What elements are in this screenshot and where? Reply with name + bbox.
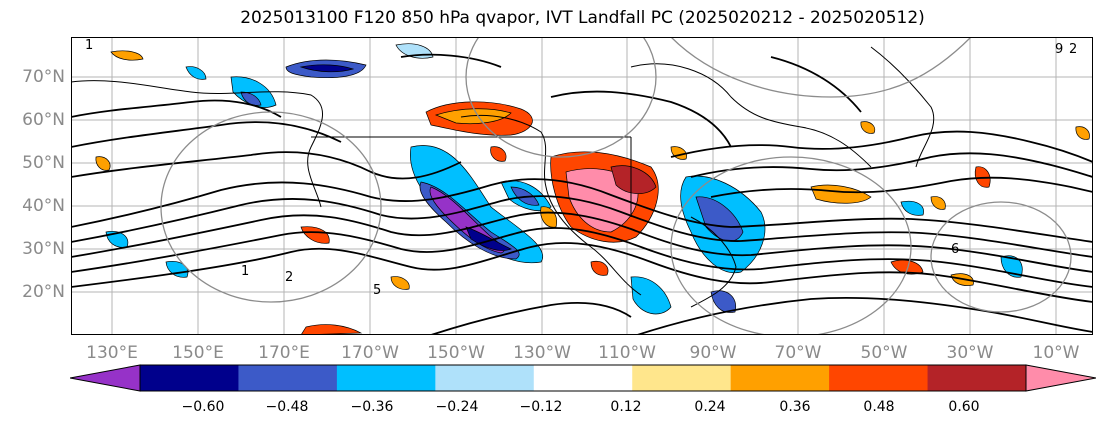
colorbar-tick: 0.12 bbox=[610, 399, 642, 415]
lon-label-150e: 150°E bbox=[172, 343, 224, 363]
lon-label-170w: 170°W bbox=[341, 343, 399, 363]
colorbar-segment bbox=[336, 365, 436, 391]
colorbar-tick: 0.60 bbox=[948, 399, 980, 415]
coastlines bbox=[71, 46, 935, 308]
lat-label-30n: 30°N bbox=[22, 239, 65, 259]
colorbar-tick: 0.24 bbox=[694, 399, 726, 415]
contour-label: 2 bbox=[285, 270, 293, 285]
colorbar-segment bbox=[632, 365, 732, 391]
lat-label-50n: 50°N bbox=[22, 153, 65, 173]
colorbar-extend-min bbox=[70, 364, 141, 392]
lon-label-130w: 130°W bbox=[513, 343, 571, 363]
lon-label-50w: 50°W bbox=[860, 343, 908, 363]
contour-label: 1 bbox=[241, 264, 249, 279]
lon-label-90w: 90°W bbox=[689, 343, 737, 363]
lat-label-40n: 40°N bbox=[22, 196, 65, 216]
colorbar-tick: −0.60 bbox=[181, 399, 225, 415]
contour-label: 5 bbox=[373, 283, 381, 298]
contour-label-group: 1 1 2 5 6 9 2 bbox=[85, 38, 1077, 298]
colorbar bbox=[70, 364, 1096, 392]
lon-label-150w: 150°W bbox=[427, 343, 485, 363]
colorbar-segment bbox=[140, 365, 239, 391]
colorbar-tick: −0.24 bbox=[435, 399, 479, 415]
colorbar-outline bbox=[139, 364, 1027, 392]
colorbar-segment bbox=[829, 365, 929, 391]
contour-label: 1 bbox=[85, 38, 93, 53]
contour-label: 2 bbox=[1069, 42, 1077, 57]
lat-label-70n: 70°N bbox=[22, 67, 65, 87]
lat-label-60n: 60°N bbox=[22, 110, 65, 130]
contour-label: 9 bbox=[1055, 42, 1063, 57]
colorbar-tick: −0.48 bbox=[265, 399, 309, 415]
lon-label-10w: 10°W bbox=[1032, 343, 1080, 363]
lon-label-130e: 130°E bbox=[86, 343, 138, 363]
lon-label-170e: 170°E bbox=[258, 343, 310, 363]
colorbar-tick: 0.36 bbox=[779, 399, 811, 415]
colorbar-segment bbox=[435, 365, 535, 391]
colorbar-segment bbox=[730, 365, 830, 391]
colorbar-segments bbox=[70, 364, 1096, 392]
colorbar-tick: −0.12 bbox=[519, 399, 563, 415]
colorbar-segment bbox=[533, 365, 633, 391]
lon-label-70w: 70°W bbox=[774, 343, 822, 363]
negative-anomalies bbox=[105, 43, 1023, 315]
map-panel: 1 1 2 5 6 9 2 bbox=[71, 37, 1093, 335]
lon-label-110w: 110°W bbox=[598, 343, 656, 363]
colorbar-tick: 0.48 bbox=[863, 399, 895, 415]
contour-label: 6 bbox=[951, 242, 959, 257]
colorbar-tick: −0.36 bbox=[350, 399, 394, 415]
pressure-contours bbox=[160, 37, 1072, 335]
colorbar-extend-max bbox=[1025, 364, 1096, 392]
lat-label-20n: 20°N bbox=[22, 282, 65, 302]
map-title: 2025013100 F120 850 hPa qvapor, IVT Land… bbox=[240, 8, 925, 28]
lon-label-30w: 30°W bbox=[946, 343, 994, 363]
colorbar-segment bbox=[927, 365, 1027, 391]
colorbar-segment bbox=[238, 365, 338, 391]
